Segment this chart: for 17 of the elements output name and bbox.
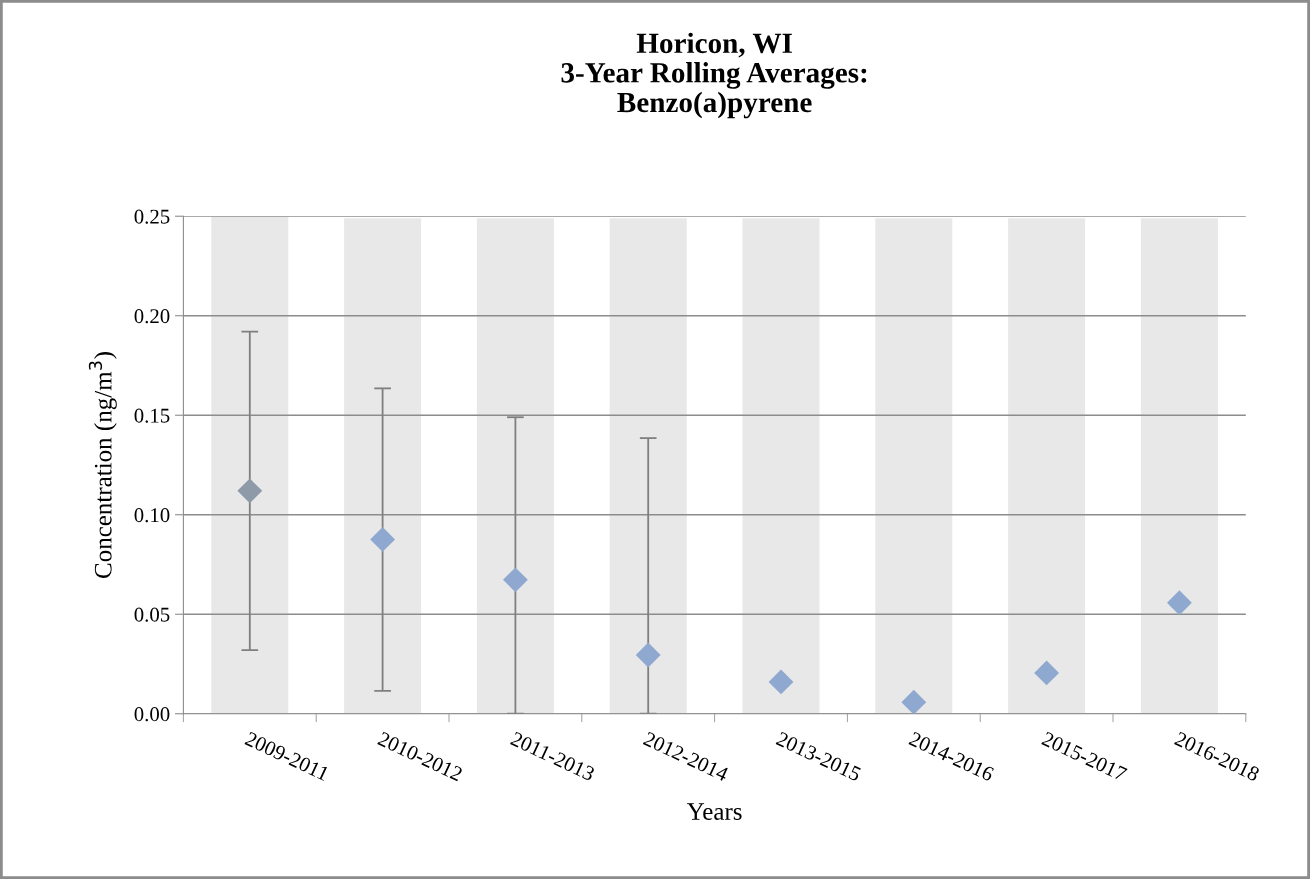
y-axis-title: Concentration (ng/m$^{3}$) (88, 352, 117, 578)
point (1034, 660, 1060, 686)
y-tick-label: 0.05 (134, 607, 170, 622)
point (901, 689, 927, 714)
x-axis-title: Years (686, 803, 742, 820)
point (1166, 590, 1192, 616)
y-tick-label: 0.15 (134, 408, 170, 423)
y-tick-label: 0.00 (134, 707, 170, 722)
point (237, 478, 263, 504)
y-tick-label: 0.20 (134, 309, 170, 324)
point (635, 642, 661, 668)
y-tick-label: 0.25 (134, 209, 170, 224)
point (768, 669, 794, 695)
point (370, 527, 396, 552)
chart-title: Horicon, WI 3-Year Rolling Averages: Benzo(a)pyrene (561, 32, 867, 119)
point (502, 567, 528, 593)
y-tick-label: 0.10 (134, 508, 170, 523)
